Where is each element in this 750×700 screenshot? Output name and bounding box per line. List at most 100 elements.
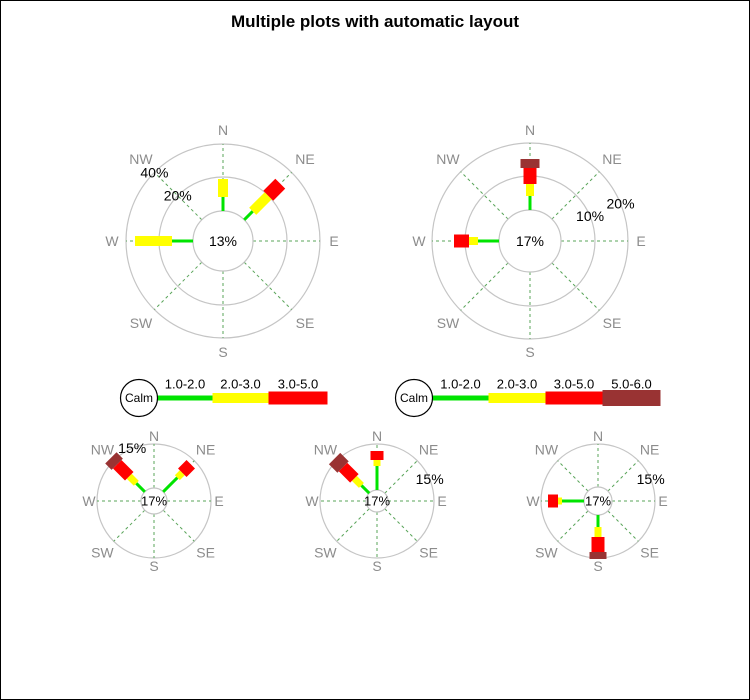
direction-label-e: E [636,233,645,249]
ring-circle [319,443,435,559]
spoke-line-nw [460,171,509,220]
direction-label-n: N [525,122,535,138]
wind-bar-nw-segment [112,459,134,481]
spoke-line-ne [551,171,600,220]
wind-bar-n-segment [221,197,225,211]
direction-label-nw: NW [129,151,153,167]
legend-left: 1.0-2.0 2.0-3.0 3.0-5.0 Calm [119,377,328,418]
spoke-line-se [551,262,600,311]
direction-label-s: S [218,344,227,360]
legend-speed-label: 1.0-2.0 [440,377,480,392]
ring-percent-label: 15% [118,440,146,456]
direction-label-n: N [372,428,382,444]
legend-speed-label: 2.0-3.0 [220,377,260,392]
spoke-line-se [243,261,292,310]
wind-bar-w-segment [135,236,172,246]
windrose-bottom-middle: N NE E SE S SW W NW 15% 17% [305,428,446,574]
wind-bar-n-segment [528,196,532,210]
calm-percent-label: 17% [364,494,390,509]
wind-bar-nw-segment [338,462,359,483]
direction-label-n: N [149,428,159,444]
legend-calm-circle [119,378,159,418]
legend-calm-label: Calm [400,391,428,405]
legend-speed-label: 5.0-6.0 [611,377,651,392]
ring-percent-label: 40% [140,164,168,180]
legend-speed-label: 1.0-2.0 [165,377,205,392]
legend-calm-label: Calm [125,391,153,405]
direction-label-se: SE [640,545,659,561]
spoke-line-nw [557,460,589,492]
legend-speed-bar-3.0-5.0 [268,391,328,405]
wind-bar-w-segment [172,239,193,243]
legend-speed-label: 2.0-3.0 [497,377,537,392]
direction-label-nw: NW [314,441,338,457]
direction-label-sw: SW [437,315,460,331]
direction-label-ne: NE [602,151,621,167]
wind-bar-s-segment [589,552,607,559]
wind-bar-s-segment [594,527,602,537]
ring-percent-label: 20% [607,195,635,211]
spoke-line-nw [154,172,203,221]
wind-bar-nw-segment [351,475,364,488]
legend-speed-label: 3.0-5.0 [278,377,318,392]
windrose-bottom-right: N NE E SE S SW W NW 15% 17% [526,428,667,574]
wind-bar-w-segment [562,499,584,503]
direction-label-n: N [218,122,228,138]
calm-circle [140,487,168,515]
wind-bar-s-segment [591,537,605,552]
wind-bar-ne-segment [263,178,286,201]
legend-speed-label: 3.0-5.0 [554,377,594,392]
spoke-line-ne [243,172,292,221]
direction-label-ne: NE [640,441,659,457]
direction-label-sw: SW [130,315,153,331]
wind-bar-n-segment [526,184,534,196]
wind-bar-n-segment [373,460,381,466]
wind-bar-nw-segment [360,484,371,495]
direction-label-e: E [329,233,338,249]
direction-label-nw: NW [91,441,115,457]
direction-label-e: E [658,493,667,509]
wind-bar-nw-segment [135,482,146,493]
windrose-top-left: N NE E SE S SW W NW 20% 40% 13% [105,122,338,360]
direction-label-w: W [412,233,426,249]
ring-percent-label: 15% [637,471,665,487]
ring-percent-label: 15% [416,471,444,487]
legend-speed-bar-1.0-2.0 [157,395,213,401]
direction-label-sw: SW [535,545,558,561]
spoke-line-ne [607,460,639,492]
legend-speed-bar-1.0-2.0 [432,395,489,401]
spoke-line-se [607,510,639,542]
direction-label-sw: SW [91,545,114,561]
calm-percent-label: 17% [516,233,544,249]
direction-label-e: E [214,493,223,509]
legend-speed-bar-2.0-3.0 [212,393,269,403]
direction-label-s: S [372,558,381,574]
direction-label-n: N [593,428,603,444]
wind-bar-n-segment [375,466,379,490]
wind-bar-w-segment [454,234,469,248]
direction-label-w: W [526,493,540,509]
direction-label-se: SE [603,315,622,331]
legend-speed-bar-5.0-6.0 [602,390,661,406]
spoke-line-sw [460,262,509,311]
spoke-line-se [384,508,418,542]
direction-label-se: SE [296,315,315,331]
direction-label-s: S [525,344,534,360]
wind-bar-w-segment [478,239,499,243]
direction-label-w: W [105,233,119,249]
spoke-line-se [162,509,195,542]
direction-label-se: SE [419,545,438,561]
legend-speed-bar-2.0-3.0 [488,393,546,403]
direction-label-ne: NE [419,441,438,457]
windrose-bottom-left: N NE E SE S SW W NW 15% 17% [82,428,223,574]
direction-label-e: E [437,493,446,509]
direction-label-ne: NE [295,151,314,167]
wind-bar-nw-segment [126,473,139,486]
windrose-top-right: N NE E SE S SW W NW 10%20% 17% [412,122,645,360]
wind-bar-nw-segment [105,452,123,470]
wind-bar-n-segment [370,451,384,460]
direction-label-nw: NW [436,151,460,167]
direction-label-w: W [305,493,319,509]
